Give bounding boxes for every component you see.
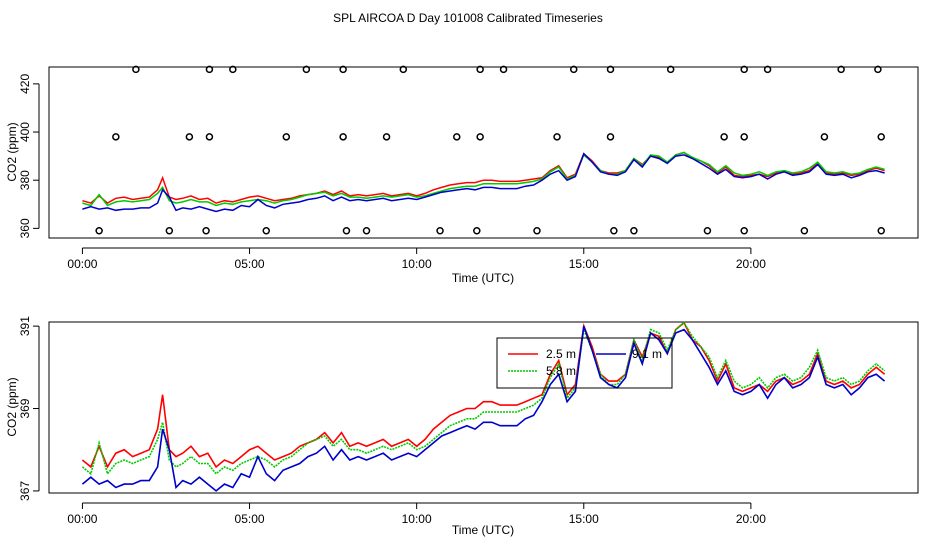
legend-label-5-8m: 5.8 m: [546, 364, 576, 378]
calibration-point: [185, 133, 194, 141]
calibration-point: [229, 65, 237, 74]
calibration-point: [720, 133, 728, 141]
legend: 2.5 m 5.8 m 9.1 m: [496, 337, 673, 389]
x-tick-label-2: 05:00: [235, 512, 265, 526]
calibration-points-1: [95, 65, 885, 235]
calibration-point: [533, 227, 541, 235]
y-axis-label-1: CO2 (ppm): [5, 122, 19, 181]
calibration-point: [837, 65, 845, 74]
calibration-point: [165, 227, 174, 235]
calibration-point: [339, 65, 347, 74]
calibration-point: [877, 133, 885, 141]
calibration-point: [436, 227, 444, 235]
plot-box-2: [48, 321, 919, 494]
calibration-point: [205, 65, 214, 74]
y-axis-label-2: CO2 (ppm): [5, 377, 19, 436]
y-tick-label-2: 367: [18, 481, 32, 501]
x-tick-label-1: 05:00: [235, 257, 265, 271]
calibration-point: [302, 65, 311, 74]
calibration-point: [740, 65, 748, 74]
calibration-point: [476, 65, 484, 74]
x-tick-label-2: 15:00: [569, 512, 599, 526]
calibration-point: [877, 227, 885, 235]
calibration-point: [499, 65, 508, 74]
series-line-1-5-8-m: [82, 151, 885, 207]
legend-label-2-5m: 2.5 m: [546, 347, 576, 361]
calibration-point: [874, 65, 882, 74]
calibration-point: [453, 133, 461, 141]
series-line-1-9-1-m: [82, 152, 885, 213]
x-tick-label-2: 20:00: [736, 512, 766, 526]
panel-1: 00:00 05:00 10:00 15:00 20:00 360 380 400 420 T…: [5, 65, 919, 285]
x-axis-2: 00:00 05:00 10:00 15:00 20:00: [67, 502, 766, 526]
calibration-point: [342, 227, 351, 235]
y-tick-label-2: 391: [18, 316, 32, 336]
calibration-point: [339, 133, 347, 141]
x-axis-label-2: Time (UTC): [452, 523, 514, 537]
y-tick-label-1: 360: [18, 218, 32, 238]
series-line-2-5-8-m: [81, 321, 886, 476]
calibration-point: [800, 227, 809, 235]
calibration-point: [132, 65, 140, 74]
calibration-point: [610, 227, 618, 235]
chart-title: SPL AIRCOA D Day 101008 Calibrated Times…: [333, 11, 603, 25]
calibration-point: [362, 227, 371, 235]
y-tick-label-1: 380: [18, 170, 32, 190]
calibration-point: [606, 133, 615, 141]
calibration-point: [820, 133, 829, 141]
x-tick-label-1: 15:00: [569, 257, 599, 271]
calibration-point: [666, 65, 675, 74]
calibration-point: [382, 133, 391, 141]
y-axis-1: 360 380 400 420: [18, 74, 40, 238]
calibration-point: [553, 133, 561, 141]
calibration-point: [473, 227, 481, 235]
series-line-1-2-5-m: [82, 151, 885, 205]
x-axis-1: 00:00 05:00 10:00 15:00 20:00: [67, 247, 766, 271]
y-tick-label-1: 420: [18, 74, 32, 94]
calibration-point: [202, 227, 210, 235]
calibration-point: [95, 227, 103, 235]
y-tick-label-1: 400: [18, 122, 32, 142]
calibration-point: [205, 133, 214, 141]
series-line-2-9-1-m: [81, 325, 886, 492]
plot-box-1: [48, 66, 919, 239]
series-lines-2: [81, 321, 886, 492]
y-axis-2: 367 369 391: [18, 316, 40, 501]
x-tick-label-1: 10:00: [402, 257, 432, 271]
calibration-point: [112, 133, 120, 141]
calibration-point: [476, 133, 484, 141]
calibration-point: [763, 65, 772, 74]
calibration-point: [282, 133, 291, 141]
calibration-point: [569, 65, 578, 74]
legend-label-9-1m: 9.1 m: [632, 347, 662, 361]
y-tick-label-2: 369: [18, 398, 32, 418]
calibration-point: [399, 65, 408, 74]
calibration-point: [740, 227, 748, 235]
x-axis-label-1: Time (UTC): [452, 271, 514, 285]
calibration-point: [630, 227, 638, 235]
series-line-2-2-5-m: [81, 321, 886, 469]
legend-box: [496, 337, 673, 389]
x-tick-label-2: 00:00: [67, 512, 97, 526]
panel-2: 00:00 05:00 10:00 15:00 20:00 367 369 391 2.5 …: [5, 316, 919, 537]
series-lines-1: [82, 151, 885, 213]
calibration-point: [703, 227, 712, 235]
calibration-point: [740, 133, 748, 141]
x-tick-label-2: 10:00: [402, 512, 432, 526]
calibration-point: [262, 227, 270, 235]
x-tick-label-1: 20:00: [736, 257, 766, 271]
calibration-point: [606, 65, 615, 74]
x-tick-label-1: 00:00: [67, 257, 97, 271]
